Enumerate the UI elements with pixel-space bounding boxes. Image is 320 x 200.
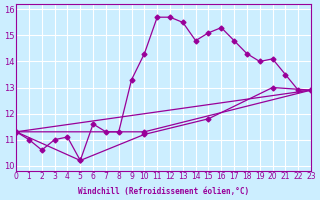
X-axis label: Windchill (Refroidissement éolien,°C): Windchill (Refroidissement éolien,°C) — [78, 187, 249, 196]
